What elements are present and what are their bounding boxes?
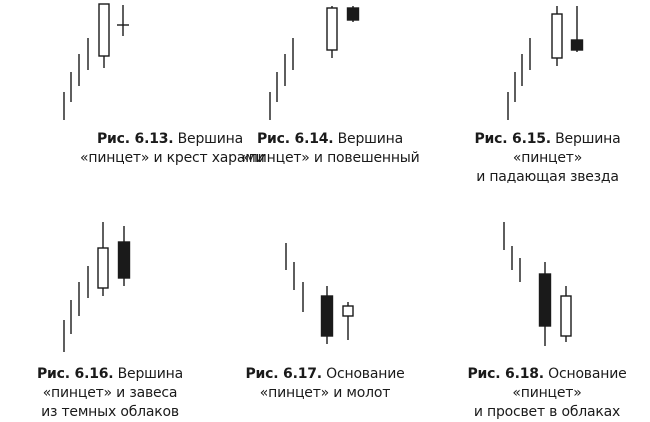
candle-black bbox=[346, 6, 360, 22]
candle-white bbox=[551, 6, 563, 66]
candlestick-diagram bbox=[63, 3, 129, 120]
caption-line: «пинцет» и завеса bbox=[42, 385, 178, 401]
caption-line: Основание bbox=[321, 366, 405, 382]
caption-line: Основание bbox=[543, 366, 627, 382]
caption-line: «пинцет» bbox=[512, 150, 583, 166]
candle-body bbox=[98, 3, 110, 57]
caption-line: Вершина bbox=[173, 131, 244, 147]
candle-white bbox=[326, 6, 338, 58]
caption-line: «пинцет» и повешенный bbox=[240, 150, 420, 166]
candle-body bbox=[342, 305, 354, 317]
figure-number: Рис. 6.13. bbox=[96, 131, 174, 147]
candle-black bbox=[570, 6, 584, 52]
candle-black bbox=[117, 226, 131, 286]
candle-body bbox=[560, 295, 572, 337]
caption-line: Вершина bbox=[113, 366, 184, 382]
figure-number: Рис. 6.14. bbox=[256, 131, 334, 147]
figure-number: Рис. 6.15. bbox=[474, 131, 551, 147]
figure-caption: Рис. 6.14. Вершина «пинцет» и повешенный bbox=[235, 130, 425, 168]
caption-line: и падающая звезда bbox=[476, 169, 619, 185]
candle-body bbox=[326, 7, 338, 51]
candle-white bbox=[98, 3, 110, 68]
candle-body bbox=[551, 13, 563, 59]
candle-body bbox=[320, 295, 334, 337]
caption-line: Вершина bbox=[333, 131, 404, 147]
candlestick-diagram bbox=[503, 222, 572, 346]
candle-white bbox=[342, 302, 354, 340]
candle-body bbox=[97, 247, 109, 289]
caption-line: и просвет в облаках bbox=[473, 404, 621, 420]
figure-caption: Рис. 6.15. Вершина «пинцет» и падающая з… bbox=[455, 130, 640, 187]
figure-caption: Рис. 6.18. Основание «пинцет» и просвет … bbox=[452, 365, 642, 422]
candle-white bbox=[560, 286, 572, 342]
caption-line: «пинцет» bbox=[512, 385, 582, 401]
caption-line: «пинцет» и молот bbox=[259, 385, 391, 401]
figure-number: Рис. 6.18. bbox=[467, 366, 544, 382]
candlestick-diagram bbox=[285, 243, 354, 344]
candlestick-diagram bbox=[63, 222, 131, 352]
candle-cross bbox=[117, 5, 129, 36]
candlestick-diagram bbox=[269, 6, 360, 120]
caption-line: «пинцет» и крест харами bbox=[80, 150, 265, 166]
figure-caption: Рис. 6.16. Вершина «пинцет» и завеса из … bbox=[20, 365, 200, 422]
figure-number: Рис. 6.16. bbox=[36, 366, 114, 382]
figure-caption: Рис. 6.13. Вершина «пинцет» и крест хара… bbox=[80, 130, 265, 168]
candle-black bbox=[538, 262, 552, 346]
caption-line: Вершина bbox=[550, 131, 621, 147]
candle-body bbox=[346, 7, 360, 21]
candle-body bbox=[117, 241, 131, 279]
caption-line: из темных облаков bbox=[41, 404, 179, 420]
candle-black bbox=[320, 286, 334, 344]
candle-white bbox=[97, 222, 109, 296]
figure-caption: Рис. 6.17. Основание «пинцет» и молот bbox=[230, 365, 420, 403]
candle-body bbox=[570, 39, 584, 51]
candlestick-diagram bbox=[507, 6, 584, 120]
candle-body bbox=[538, 273, 552, 327]
figure-number: Рис. 6.17. bbox=[245, 366, 322, 382]
